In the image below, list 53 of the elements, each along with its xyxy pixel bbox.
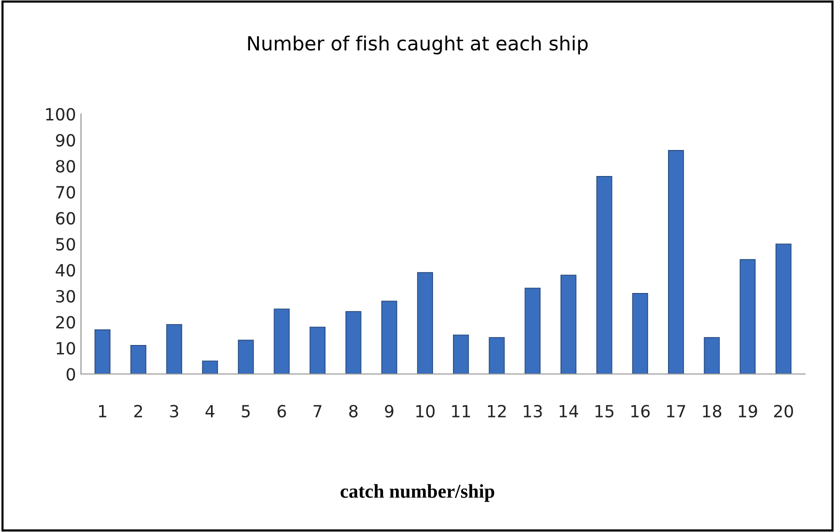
chart-title: Number of fish caught at each ship: [248, 36, 588, 54]
x-tick-label: 5: [242, 405, 250, 418]
bar: [94, 329, 110, 374]
y-tick-label: 0: [66, 368, 76, 381]
bar: [488, 337, 505, 374]
bar: [740, 259, 756, 374]
bar: [345, 311, 362, 374]
x-tick-label: 20: [774, 404, 793, 418]
x-tick-label: 10: [416, 404, 435, 418]
bar: [238, 340, 254, 374]
bar: [310, 326, 326, 374]
y-tick-label: 100: [46, 108, 76, 121]
x-tick-label: 11: [452, 405, 470, 418]
bar: [776, 244, 792, 374]
x-tick-label: 2: [134, 404, 142, 418]
bar: [166, 324, 182, 374]
x-tick-label: 12: [488, 404, 506, 418]
bar: [130, 344, 146, 374]
x-tick-label: 14: [560, 405, 578, 418]
bar: [274, 308, 290, 374]
y-tick-label: 20: [56, 316, 76, 329]
bar: [417, 272, 434, 374]
y-tick-label: 80: [56, 160, 76, 173]
x-tick-label: 13: [524, 404, 542, 418]
x-tick-label: 4: [206, 405, 214, 418]
bar: [560, 274, 576, 374]
y-tick-label: 30: [56, 290, 76, 303]
x-tick-label: 16: [631, 404, 650, 418]
y-tick-label: 50: [56, 238, 76, 251]
y-tick-label: 40: [56, 264, 76, 277]
bar: [381, 300, 398, 374]
y-tick-label: 60: [56, 212, 76, 225]
x-tick-label: 6: [278, 404, 286, 418]
bar: [668, 150, 684, 374]
y-tick-label: 90: [56, 134, 76, 147]
bar: [452, 334, 469, 374]
x-tick-label: 18: [703, 404, 722, 418]
y-tick-label: 10: [56, 342, 76, 355]
bar: [524, 288, 541, 374]
bar: [596, 176, 612, 374]
x-tick-label: 9: [384, 404, 394, 418]
x-tick-label: 15: [596, 405, 614, 418]
x-tick-label: 1: [99, 405, 106, 418]
y-tick-label: 70: [56, 186, 76, 199]
x-tick-label: 3: [170, 404, 178, 418]
bar: [632, 292, 648, 374]
x-tick-label: 8: [349, 404, 358, 418]
x-axis-title: catch number/ship: [340, 484, 494, 502]
x-tick-label: 7: [314, 405, 322, 418]
x-tick-label: 19: [738, 404, 758, 418]
bar: [202, 360, 218, 374]
bar: [704, 337, 720, 374]
x-tick-label: 17: [667, 405, 686, 418]
